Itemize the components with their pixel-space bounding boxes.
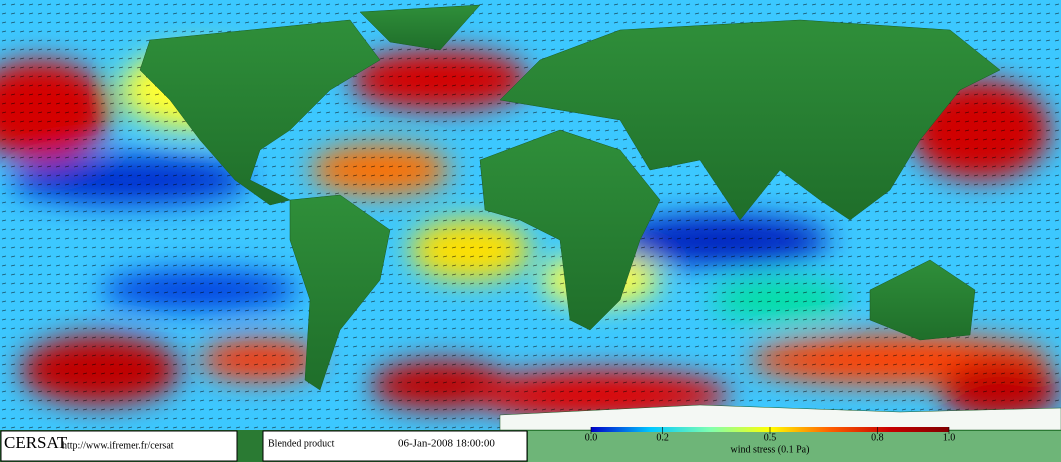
colorbar-tick-label: 0.2 <box>656 432 669 443</box>
north-america <box>139 19 381 206</box>
colorbar-tick-label: 0.8 <box>871 432 884 443</box>
colorbar-tick-label: 0.0 <box>585 432 598 443</box>
colorbar-tick-label: 1.0 <box>943 432 956 443</box>
credits-box <box>0 430 238 462</box>
land <box>139 4 1061 431</box>
url: http://www.ifremer.fr/cersat <box>62 440 174 451</box>
footer: CERSAT http://www.ifremer.fr/cersat Blen… <box>0 427 1061 462</box>
africa <box>479 129 661 331</box>
colorbar-label: wind stress (0.1 Pa) <box>731 444 810 455</box>
colorbar-tick-label: 0.5 <box>764 432 777 443</box>
eurasia <box>499 19 1001 221</box>
greenland <box>359 4 481 51</box>
product-box <box>262 430 528 462</box>
logo: CERSAT <box>4 433 68 452</box>
timestamp: 06-Jan-2008 18:00:00 <box>398 438 495 450</box>
australia <box>869 259 976 341</box>
product: Blended product <box>268 438 335 449</box>
south-america <box>289 194 391 391</box>
